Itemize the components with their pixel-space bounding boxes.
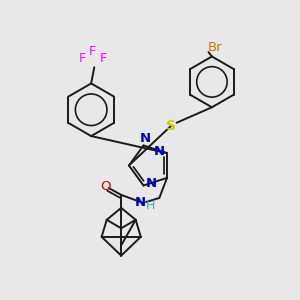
Text: N: N bbox=[135, 196, 146, 209]
Text: F: F bbox=[99, 52, 106, 65]
Text: F: F bbox=[89, 45, 96, 58]
Text: N: N bbox=[140, 132, 151, 145]
Text: N: N bbox=[154, 145, 165, 158]
Text: O: O bbox=[100, 180, 111, 193]
Text: H: H bbox=[146, 199, 156, 212]
Text: Br: Br bbox=[207, 41, 222, 54]
Text: N: N bbox=[146, 178, 157, 190]
Text: F: F bbox=[79, 52, 86, 65]
Text: S: S bbox=[166, 119, 176, 133]
